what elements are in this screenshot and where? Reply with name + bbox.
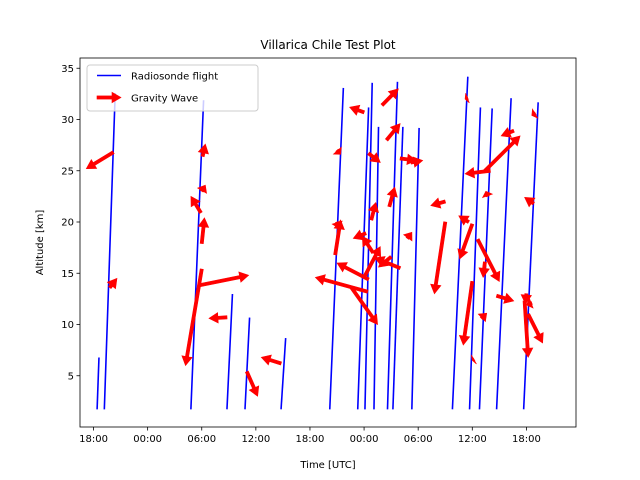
legend: Radiosonde flight Gravity Wave (86, 64, 259, 112)
gravity-wave-arrow (500, 127, 515, 138)
y-tick-label: 5 (68, 371, 74, 382)
radiosonde-flight-line (96, 357, 100, 410)
radiosonde-flight-line (226, 293, 234, 410)
x-axis: 18:00 00:00 06:00 12:00 18:00 00:00 06:00 12:00… (79, 427, 541, 445)
x-tick-label: 06:00 (404, 434, 433, 445)
gravity-wave-arrow (196, 184, 207, 194)
gravity-wave-arrow (471, 354, 477, 365)
gravity-wave-arrow (349, 286, 378, 325)
gravity-wave-arrow (526, 313, 544, 344)
gravity-wave-arrow (464, 167, 491, 179)
gravity-wave-arrow (430, 197, 447, 209)
radiosonde-flight-line (522, 102, 539, 410)
radiosonde-flight-line (468, 107, 482, 410)
gravity-wave-arrow (386, 186, 398, 208)
gravity-wave-arrow (336, 262, 370, 282)
y-axis-label: Altitude [km] (35, 210, 46, 276)
gravity-wave-arrow (520, 293, 533, 305)
legend-box (86, 64, 259, 112)
x-tick-label: 18:00 (79, 434, 108, 445)
legend-arrow-shape (96, 91, 122, 104)
gravity-wave-arrow (481, 190, 494, 199)
radiosonde-flight-line (386, 81, 399, 410)
flights-layer (96, 76, 539, 410)
gravity-wave-arrow (483, 135, 521, 173)
gravity-wave-arrow (464, 93, 470, 104)
radiosonde-flight-line (244, 317, 251, 410)
gravity-wave-arrow (362, 246, 382, 279)
gravity-wave-arrow (106, 277, 118, 290)
gravity-wave-arrow (190, 195, 203, 215)
gravity-wave-arrow (521, 300, 534, 358)
y-tick-label: 15 (61, 269, 74, 280)
x-tick-label: 12:00 (458, 434, 487, 445)
gravity-wave-arrow (197, 143, 209, 158)
gravity-wave-arrow (458, 280, 475, 346)
gravity-wave-arrow (197, 271, 250, 288)
x-tick-label: 00:00 (350, 434, 379, 445)
radiosonde-flight-line (103, 93, 116, 410)
radiosonde-flight-line (451, 76, 469, 410)
y-axis: 5 10 15 20 25 30 35 (61, 64, 80, 382)
gravity-wave-arrow (332, 146, 342, 155)
x-tick-label: 12:00 (241, 434, 270, 445)
legend-flight-label: Radiosonde flight (131, 72, 218, 83)
gravity-wave-arrow (458, 215, 470, 226)
y-tick-label: 10 (61, 320, 74, 331)
gravity-wave-layer (85, 88, 544, 397)
radiosonde-flight-line (495, 98, 512, 410)
gravity-wave-arrow (475, 238, 501, 282)
gravity-wave-arrow (208, 312, 228, 324)
gravity-wave-arrow (531, 108, 539, 119)
gravity-wave-arrow (244, 370, 260, 397)
gravity-wave-arrow (524, 197, 536, 208)
plot-frame (79, 57, 577, 428)
x-axis-label: Time [UTC] (299, 460, 355, 471)
gravity-wave-arrow (314, 274, 369, 294)
gravity-wave-arrow (361, 235, 375, 255)
gravity-wave-arrow (349, 104, 365, 116)
gravity-wave-arrow (402, 231, 413, 242)
legend-wave-swatch (96, 91, 122, 104)
gravity-wave-arrow (495, 292, 515, 304)
gravity-wave-arrow (478, 261, 490, 278)
gravity-wave-arrow (457, 223, 475, 260)
gravity-wave-arrow (430, 221, 448, 295)
y-tick-label: 30 (61, 115, 74, 126)
gravity-wave-arrow (384, 123, 401, 142)
chart-title: Villarica Chile Test Plot (260, 38, 396, 52)
radiosonde-flight-line (356, 107, 370, 410)
radiosonde-flight-line (280, 338, 287, 410)
y-tick-label: 25 (61, 166, 74, 177)
x-tick-label: 18:00 (512, 434, 541, 445)
legend-wave-label: Gravity Wave (131, 94, 198, 105)
gravity-wave-arrow (260, 354, 282, 366)
gravity-wave-arrow (352, 229, 367, 241)
gravity-wave-arrow (197, 217, 210, 245)
y-tick-label: 20 (61, 218, 74, 229)
gravity-wave-arrow (378, 255, 393, 268)
gravity-wave-arrow (367, 151, 381, 163)
x-tick-label: 06:00 (187, 434, 216, 445)
gravity-wave-arrow (85, 150, 115, 170)
y-tick-label: 35 (61, 64, 74, 75)
radiosonde-flight-line (411, 127, 420, 410)
x-tick-label: 00:00 (133, 434, 162, 445)
gravity-wave-arrow (410, 156, 424, 168)
x-tick-label: 18:00 (296, 434, 325, 445)
gravity-wave-arrow (367, 201, 380, 221)
gravity-wave-arrow (331, 220, 343, 229)
gravity-wave-arrow (477, 312, 488, 323)
radiosonde-flight-line (373, 126, 380, 410)
gravity-wave-arrow (380, 88, 399, 107)
gravity-wave-arrow (526, 297, 534, 309)
